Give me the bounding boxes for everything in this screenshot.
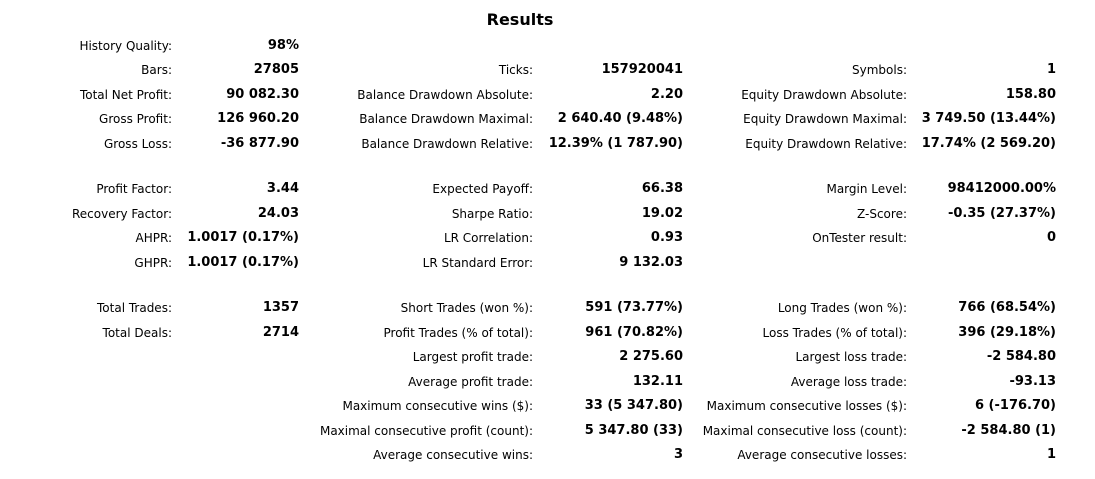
- expected-payoff-value: 66.38: [641, 181, 683, 196]
- average-loss-trade-label: Average loss trade:: [790, 375, 907, 389]
- average-consecutive-losses-label: Average consecutive losses:: [737, 448, 907, 462]
- lr-correlation-value: 0.93: [650, 230, 683, 245]
- lr-correlation-label: LR Correlation:: [443, 231, 533, 245]
- balance-drawdown-absolute-value: 2.20: [650, 87, 683, 102]
- stats-row: Average consecutive wins: 3 Average cons…: [0, 445, 1095, 465]
- lr-standard-error-label: LR Standard Error:: [422, 256, 533, 270]
- max-consecutive-losses-label: Maximum consecutive losses ($):: [706, 399, 907, 413]
- stats-row: Largest profit trade: 2 275.60 Largest l…: [0, 347, 1095, 367]
- equity-drawdown-absolute-label: Equity Drawdown Absolute:: [741, 88, 907, 102]
- stats-row: Gross Profit: 126 960.20 Balance Drawdow…: [0, 109, 1095, 129]
- stats-row: Maximum consecutive wins ($): 33 (5 347.…: [0, 396, 1095, 416]
- z-score-value: -0.35 (27.37%): [947, 206, 1056, 221]
- long-trades-label: Long Trades (won %):: [777, 301, 907, 315]
- stats-row: Recovery Factor: 24.03 Sharpe Ratio: 19.…: [0, 204, 1095, 224]
- recovery-factor-label: Recovery Factor:: [71, 207, 172, 221]
- margin-level-value: 98412000.00%: [947, 181, 1056, 196]
- recovery-factor-value: 24.03: [257, 206, 299, 221]
- sharpe-ratio-value: 19.02: [641, 206, 683, 221]
- maximal-consecutive-loss-label: Maximal consecutive loss (count):: [702, 424, 907, 438]
- loss-trades-value: 396 (29.18%): [958, 325, 1056, 340]
- symbols-value: 1: [1046, 62, 1056, 77]
- profit-trades-label: Profit Trades (% of total):: [383, 326, 533, 340]
- profit-factor-value: 3.44: [266, 181, 299, 196]
- ghpr-label: GHPR:: [134, 256, 172, 270]
- short-trades-value: 591 (73.77%): [585, 300, 683, 315]
- margin-level-label: Margin Level:: [826, 182, 907, 196]
- total-trades-label: Total Trades:: [97, 301, 172, 315]
- long-trades-value: 766 (68.54%): [958, 300, 1056, 315]
- history-quality-value: 98%: [267, 38, 299, 53]
- balance-drawdown-maximal-value: 2 640.40 (9.48%): [557, 111, 683, 126]
- total-deals-label: Total Deals:: [102, 326, 172, 340]
- largest-loss-trade-label: Largest loss trade:: [795, 350, 907, 364]
- stats-row: Total Trades: 1357 Short Trades (won %):…: [0, 298, 1095, 318]
- stats-row: Gross Loss: -36 877.90 Balance Drawdown …: [0, 134, 1095, 154]
- history-quality-label: History Quality:: [79, 39, 172, 53]
- max-consecutive-wins-value: 33 (5 347.80): [584, 398, 683, 413]
- stats-row: Profit Factor: 3.44 Expected Payoff: 66.…: [0, 179, 1095, 199]
- stats-row: History Quality: 98%: [0, 36, 1095, 56]
- bars-value: 27805: [253, 62, 299, 77]
- balance-drawdown-maximal-label: Balance Drawdown Maximal:: [359, 112, 533, 126]
- ahpr-label: AHPR:: [135, 231, 172, 245]
- average-consecutive-wins-label: Average consecutive wins:: [373, 448, 533, 462]
- z-score-label: Z-Score:: [857, 207, 907, 221]
- lr-standard-error-value: 9 132.03: [619, 255, 683, 270]
- maximal-consecutive-loss-value: -2 584.80 (1): [961, 423, 1056, 438]
- largest-profit-trade-label: Largest profit trade:: [412, 350, 533, 364]
- loss-trades-label: Loss Trades (% of total):: [762, 326, 908, 340]
- maximal-consecutive-profit-label: Maximal consecutive profit (count):: [319, 424, 533, 438]
- stats-row: GHPR: 1.0017 (0.17%) LR Standard Error: …: [0, 253, 1095, 273]
- equity-drawdown-relative-value: 17.74% (2 569.20): [921, 136, 1056, 151]
- stats-row: Bars: 27805 Ticks: 157920041 Symbols: 1: [0, 60, 1095, 80]
- ontester-result-label: OnTester result:: [812, 231, 907, 245]
- bars-label: Bars:: [141, 63, 172, 77]
- profit-trades-value: 961 (70.82%): [585, 325, 683, 340]
- ghpr-value: 1.0017 (0.17%): [187, 255, 299, 270]
- ticks-label: Ticks:: [498, 63, 533, 77]
- total-net-profit-value: 90 082.30: [226, 87, 299, 102]
- gross-profit-label: Gross Profit:: [99, 112, 172, 126]
- profit-factor-label: Profit Factor:: [96, 182, 172, 196]
- equity-drawdown-maximal-value: 3 749.50 (13.44%): [921, 111, 1056, 126]
- average-loss-trade-value: -93.13: [1009, 374, 1056, 389]
- stats-row: Maximal consecutive profit (count): 5 34…: [0, 421, 1095, 441]
- balance-drawdown-absolute-label: Balance Drawdown Absolute:: [357, 88, 533, 102]
- ticks-value: 157920041: [601, 62, 683, 77]
- average-profit-trade-value: 132.11: [632, 374, 683, 389]
- gross-loss-value: -36 877.90: [220, 136, 299, 151]
- total-deals-value: 2714: [262, 325, 299, 340]
- maximal-consecutive-profit-value: 5 347.80 (33): [584, 423, 683, 438]
- max-consecutive-wins-label: Maximum consecutive wins ($):: [342, 399, 533, 413]
- ontester-result-value: 0: [1046, 230, 1056, 245]
- equity-drawdown-maximal-label: Equity Drawdown Maximal:: [743, 112, 907, 126]
- average-consecutive-losses-value: 1: [1046, 447, 1056, 462]
- stats-row: AHPR: 1.0017 (0.17%) LR Correlation: 0.9…: [0, 228, 1095, 248]
- largest-profit-trade-value: 2 275.60: [619, 349, 683, 364]
- gross-profit-value: 126 960.20: [217, 111, 299, 126]
- equity-drawdown-relative-label: Equity Drawdown Relative:: [745, 137, 907, 151]
- balance-drawdown-relative-value: 12.39% (1 787.90): [548, 136, 683, 151]
- stats-row: Average profit trade: 132.11 Average los…: [0, 372, 1095, 392]
- ahpr-value: 1.0017 (0.17%): [187, 230, 299, 245]
- total-trades-value: 1357: [262, 300, 299, 315]
- balance-drawdown-relative-label: Balance Drawdown Relative:: [361, 137, 533, 151]
- average-consecutive-wins-value: 3: [673, 447, 683, 462]
- expected-payoff-label: Expected Payoff:: [432, 182, 533, 196]
- stats-row: Total Net Profit: 90 082.30 Balance Draw…: [0, 85, 1095, 105]
- max-consecutive-losses-value: 6 (-176.70): [974, 398, 1056, 413]
- stats-row: Total Deals: 2714 Profit Trades (% of to…: [0, 323, 1095, 343]
- equity-drawdown-absolute-value: 158.80: [1005, 87, 1056, 102]
- symbols-label: Symbols:: [852, 63, 907, 77]
- average-profit-trade-label: Average profit trade:: [408, 375, 533, 389]
- total-net-profit-label: Total Net Profit:: [79, 88, 172, 102]
- gross-loss-label: Gross Loss:: [104, 137, 172, 151]
- largest-loss-trade-value: -2 584.80: [986, 349, 1056, 364]
- sharpe-ratio-label: Sharpe Ratio:: [451, 207, 533, 221]
- results-title: Results: [486, 10, 554, 29]
- short-trades-label: Short Trades (won %):: [400, 301, 533, 315]
